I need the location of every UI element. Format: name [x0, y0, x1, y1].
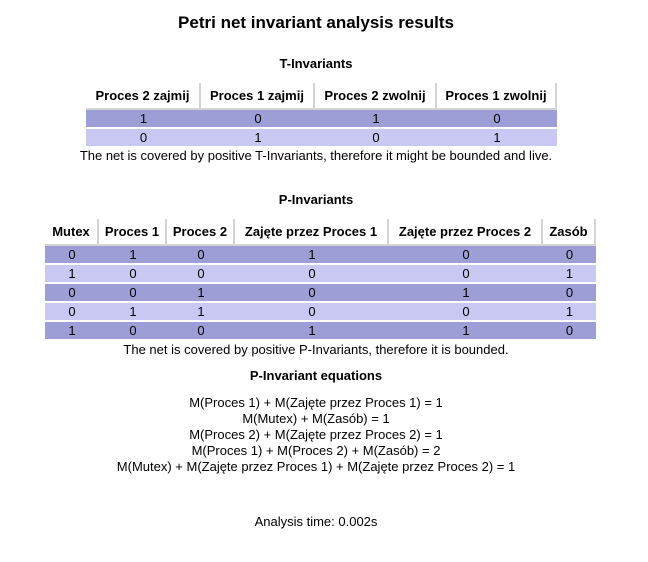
table-cell: 1 — [315, 110, 437, 129]
table-row: 0 1 0 1 — [86, 129, 557, 148]
table-cell: 1 — [86, 110, 201, 129]
table-cell: 0 — [543, 322, 596, 341]
table-row: 0 0 1 0 1 0 — [45, 284, 596, 303]
table-row: 0 1 0 1 0 0 — [45, 246, 596, 265]
t-invariants-note: The net is covered by positive T-Invaria… — [79, 148, 553, 163]
table-cell: 0 — [543, 284, 596, 303]
table-cell: 0 — [543, 246, 596, 265]
equation-line: M(Proces 2) + M(Zajęte przez Proces 2) =… — [189, 427, 443, 442]
table-header-row: Mutex Proces 1 Proces 2 Zajęte przez Pro… — [45, 219, 596, 246]
table-cell: 1 — [167, 303, 235, 322]
page-title: Petri net invariant analysis results — [178, 13, 454, 32]
equation-line: M(Mutex) + M(Zajęte przez Proces 1) + M(… — [116, 459, 516, 474]
table-cell: 0 — [315, 129, 437, 148]
column-header: Proces 1 zajmij — [201, 83, 315, 110]
table-cell: 0 — [167, 246, 235, 265]
table-cell: 0 — [99, 284, 167, 303]
table-cell: 0 — [45, 303, 99, 322]
analysis-time: Analysis time: 0.002s — [254, 514, 378, 529]
table-row: 1 0 0 1 1 0 — [45, 322, 596, 341]
t-invariants-table: Proces 2 zajmij Proces 1 zajmij Proces 2… — [86, 83, 557, 148]
table-cell: 1 — [45, 322, 99, 341]
equation-line: M(Proces 1) + M(Proces 2) + M(Zasób) = 2 — [191, 443, 441, 458]
table-cell: 0 — [45, 284, 99, 303]
column-header: Zajęte przez Proces 2 — [389, 219, 543, 246]
table-cell: 0 — [99, 322, 167, 341]
table-header-row: Proces 2 zajmij Proces 1 zajmij Proces 2… — [86, 83, 557, 110]
equation-line: M(Proces 1) + M(Zajęte przez Proces 1) =… — [189, 395, 443, 410]
table-cell: 0 — [167, 322, 235, 341]
table-cell: 0 — [437, 110, 557, 129]
table-cell: 1 — [543, 265, 596, 284]
column-header: Zajęte przez Proces 1 — [235, 219, 389, 246]
t-invariants-heading: T-Invariants — [279, 56, 353, 71]
table-row: 1 0 1 0 — [86, 110, 557, 129]
table-cell: 0 — [235, 303, 389, 322]
table-cell: 0 — [99, 265, 167, 284]
column-header: Mutex — [45, 219, 99, 246]
table-cell: 1 — [167, 284, 235, 303]
table-row: 0 1 1 0 0 1 — [45, 303, 596, 322]
table-cell: 0 — [389, 246, 543, 265]
equation-line: M(Mutex) + M(Zasób) = 1 — [242, 411, 390, 426]
column-header: Proces 1 — [99, 219, 167, 246]
table-cell: 1 — [235, 246, 389, 265]
table-cell: 1 — [99, 303, 167, 322]
column-header: Proces 2 zwolnij — [315, 83, 437, 110]
table-cell: 1 — [437, 129, 557, 148]
table-row: 1 0 0 0 0 1 — [45, 265, 596, 284]
column-header: Proces 1 zwolnij — [437, 83, 557, 110]
column-header: Zasób — [543, 219, 596, 246]
table-cell: 1 — [389, 322, 543, 341]
p-invariants-table: Mutex Proces 1 Proces 2 Zajęte przez Pro… — [45, 219, 596, 341]
table-cell: 0 — [45, 246, 99, 265]
equations-heading: P-Invariant equations — [249, 368, 383, 383]
table-cell: 1 — [543, 303, 596, 322]
column-header: Proces 2 — [167, 219, 235, 246]
column-header: Proces 2 zajmij — [86, 83, 201, 110]
table-cell: 0 — [201, 110, 315, 129]
table-cell: 0 — [235, 284, 389, 303]
equations-list: M(Proces 1) + M(Zajęte przez Proces 1) =… — [0, 395, 632, 475]
table-cell: 0 — [235, 265, 389, 284]
table-cell: 0 — [389, 265, 543, 284]
table-cell: 0 — [389, 303, 543, 322]
p-invariants-heading: P-Invariants — [278, 192, 354, 207]
p-invariants-note: The net is covered by positive P-Invaria… — [123, 342, 509, 357]
table-cell: 0 — [86, 129, 201, 148]
table-cell: 1 — [235, 322, 389, 341]
table-cell: 1 — [99, 246, 167, 265]
table-cell: 1 — [201, 129, 315, 148]
table-cell: 1 — [389, 284, 543, 303]
table-cell: 0 — [167, 265, 235, 284]
table-cell: 1 — [45, 265, 99, 284]
